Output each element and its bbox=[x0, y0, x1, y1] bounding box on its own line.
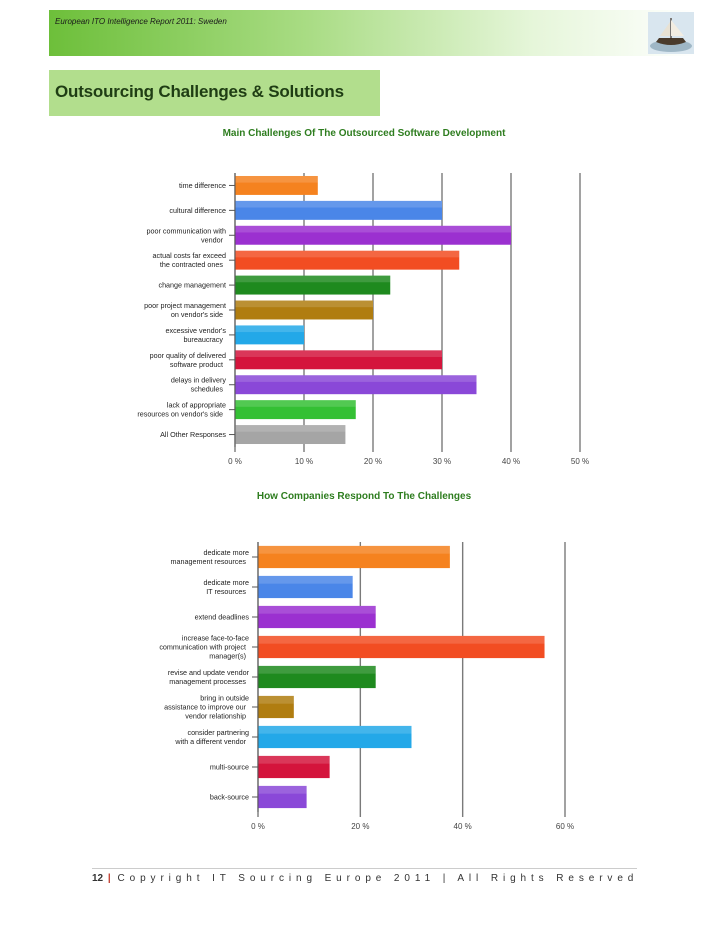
bar bbox=[235, 375, 477, 395]
bar bbox=[235, 400, 356, 420]
bar-highlight bbox=[235, 325, 304, 333]
bar-highlight bbox=[258, 605, 376, 614]
category-label: increase face-to-face communication with … bbox=[159, 634, 249, 661]
responses-chart: 0 % 20 % 40 % 60 % dedicate more management r… bbox=[159, 542, 574, 831]
x-tick-label: 50 % bbox=[571, 457, 589, 466]
category-label: delays in delivery schedules bbox=[171, 376, 227, 394]
bar-highlight bbox=[235, 250, 460, 258]
footer-divider bbox=[92, 868, 637, 869]
x-tick-label: 30 % bbox=[433, 457, 451, 466]
category-label: consider partnering with a different vend… bbox=[174, 728, 249, 746]
bar-highlight bbox=[258, 635, 545, 644]
bar-highlight bbox=[258, 575, 353, 584]
bar-highlight bbox=[235, 200, 442, 208]
bar bbox=[258, 605, 376, 629]
section-title: Outsourcing Challenges & Solutions bbox=[55, 82, 344, 101]
category-label: bring in outside assistance to improve ou… bbox=[164, 694, 249, 721]
category-label: poor communication with vendor bbox=[147, 226, 227, 244]
bar bbox=[235, 350, 442, 370]
x-tick-label: 40 % bbox=[502, 457, 520, 466]
chart1-title: Main Challenges Of The Outsourced Softwa… bbox=[222, 128, 506, 139]
page-number: 12 bbox=[92, 873, 104, 884]
bar-highlight bbox=[235, 350, 442, 357]
bar bbox=[235, 300, 373, 320]
bar-highlight bbox=[258, 725, 412, 734]
bar-highlight bbox=[235, 425, 346, 432]
bar bbox=[235, 250, 460, 270]
category-label: All Other Responses bbox=[160, 430, 226, 439]
bar-highlight bbox=[235, 275, 391, 283]
category-label: excessive vendor's bureaucracy bbox=[166, 326, 227, 344]
bar-highlight bbox=[235, 300, 373, 308]
bar bbox=[235, 325, 304, 345]
sailing-ship-icon bbox=[648, 12, 694, 54]
bar bbox=[258, 635, 545, 659]
bar bbox=[258, 665, 376, 689]
x-tick-label: 40 % bbox=[454, 822, 472, 831]
bar-highlight bbox=[235, 175, 318, 183]
bar-highlight bbox=[258, 695, 294, 704]
header-bar: European ITO Intelligence Report 2011: S… bbox=[49, 10, 696, 56]
x-tick-label: 0 % bbox=[228, 457, 242, 466]
category-label: actual costs far exceed the contracted on… bbox=[152, 251, 226, 269]
category-label: poor project management on vendor's side bbox=[144, 301, 226, 319]
bar bbox=[258, 785, 307, 809]
bar-highlight bbox=[258, 785, 307, 794]
x-tick-label: 0 % bbox=[251, 822, 265, 831]
category-label: multi-source bbox=[210, 763, 249, 772]
bar bbox=[258, 755, 330, 779]
bar bbox=[235, 175, 318, 195]
bar-highlight bbox=[235, 400, 356, 407]
category-label: dedicate more management resources bbox=[170, 548, 249, 566]
bar bbox=[258, 695, 294, 719]
bar-highlight bbox=[235, 375, 477, 382]
category-label: time difference bbox=[179, 181, 226, 190]
bar bbox=[235, 225, 511, 245]
category-label: change management bbox=[158, 281, 226, 290]
bar bbox=[235, 275, 391, 295]
category-label: back-source bbox=[210, 793, 249, 802]
category-label: cultural difference bbox=[169, 206, 226, 215]
category-label: dedicate more IT resources bbox=[203, 578, 249, 596]
footer: 12 | Copyright IT Sourcing Europe 2011 |… bbox=[92, 873, 638, 884]
bar bbox=[258, 545, 450, 569]
category-label: lack of appropriate resources on vendor's… bbox=[137, 401, 226, 419]
category-label: poor quality of delivered software produc… bbox=[150, 351, 226, 369]
copyright-text: Copyright IT Sourcing Europe 2011 | All … bbox=[117, 873, 639, 884]
bar bbox=[258, 575, 353, 599]
section-heading-box: Outsourcing Challenges & Solutions bbox=[49, 70, 380, 116]
bar bbox=[258, 725, 412, 749]
bar-highlight bbox=[258, 665, 376, 674]
bar-highlight bbox=[258, 755, 330, 764]
footer-separator: | bbox=[107, 873, 111, 884]
category-label: revise and update vendor management proce… bbox=[168, 668, 250, 686]
x-tick-label: 10 % bbox=[295, 457, 313, 466]
x-tick-label: 20 % bbox=[364, 457, 382, 466]
report-title: European ITO Intelligence Report 2011: S… bbox=[55, 17, 227, 26]
bar bbox=[235, 200, 442, 220]
chart2-title: How Companies Respond To The Challenges bbox=[256, 491, 472, 502]
x-tick-label: 60 % bbox=[556, 822, 574, 831]
bar-highlight bbox=[258, 545, 450, 554]
category-label: extend deadlines bbox=[195, 613, 250, 622]
x-tick-label: 20 % bbox=[351, 822, 369, 831]
bar-highlight bbox=[235, 225, 511, 233]
challenges-chart: 0 % 10 % 20 % 30 % 40 % 50 % time difference cu… bbox=[137, 173, 589, 466]
bar bbox=[235, 425, 346, 445]
